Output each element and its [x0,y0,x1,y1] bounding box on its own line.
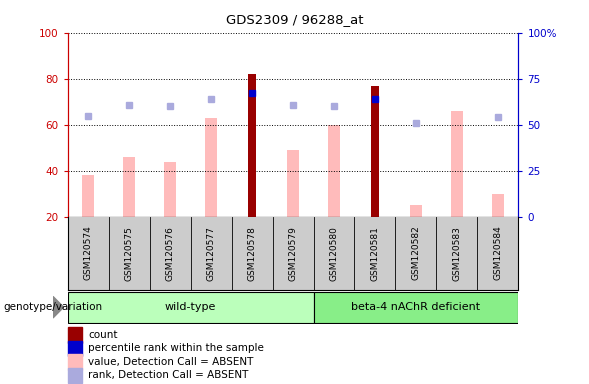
Text: GSM120576: GSM120576 [166,226,175,281]
Bar [287,150,299,217]
Bar [82,175,94,217]
Bar [123,157,135,217]
Text: GSM120581: GSM120581 [370,226,379,281]
Bar [328,125,340,217]
Text: GSM120575: GSM120575 [125,226,134,281]
FancyBboxPatch shape [313,292,518,323]
Text: GDS2309 / 96288_at: GDS2309 / 96288_at [226,13,363,26]
Text: count: count [88,330,118,340]
Bar [164,162,176,217]
Polygon shape [53,296,64,318]
Bar [410,205,422,217]
Bar [205,118,217,217]
Text: value, Detection Call = ABSENT: value, Detection Call = ABSENT [88,357,254,367]
Text: rank, Detection Call = ABSENT: rank, Detection Call = ABSENT [88,370,249,381]
Bar [249,74,256,217]
Text: GSM120574: GSM120574 [84,226,92,280]
FancyBboxPatch shape [68,292,313,323]
Bar [451,111,463,217]
Text: genotype/variation: genotype/variation [3,302,102,312]
Text: GSM120583: GSM120583 [452,226,461,281]
Text: GSM120580: GSM120580 [329,226,339,281]
Text: percentile rank within the sample: percentile rank within the sample [88,343,264,354]
Bar [492,194,504,217]
Text: beta-4 nAChR deficient: beta-4 nAChR deficient [352,302,481,312]
Text: GSM120582: GSM120582 [411,226,421,280]
Text: GSM120579: GSM120579 [289,226,297,281]
Bar [371,86,379,217]
Text: GSM120577: GSM120577 [207,226,216,281]
Text: wild-type: wild-type [165,302,216,312]
Text: GSM120584: GSM120584 [494,226,502,280]
Text: GSM120578: GSM120578 [247,226,257,281]
